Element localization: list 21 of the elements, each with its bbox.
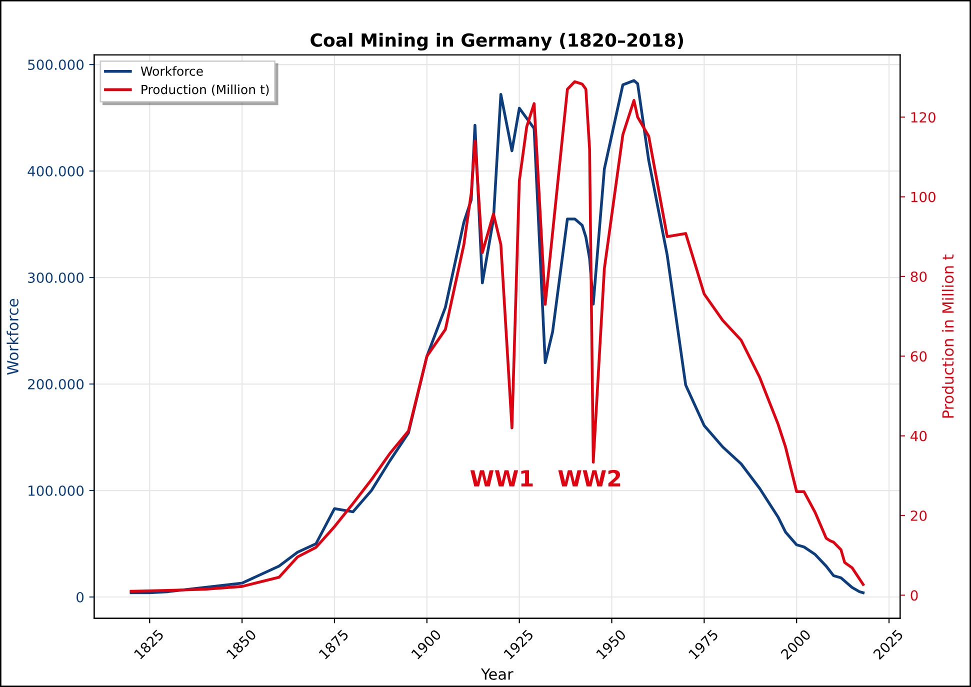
y-tick-label: 100.000 (28, 485, 84, 496)
y-tick-label: 300.000 (28, 272, 84, 283)
y2-tick-label: 60 (910, 351, 927, 362)
y2-tick-label: 40 (910, 430, 927, 442)
y2-tick-label: 20 (910, 510, 927, 521)
legend-label: Workforce (140, 66, 203, 76)
x-axis-title: Year (480, 668, 514, 680)
annotation: WW1 (470, 470, 533, 486)
y-tick-label: 0 (76, 592, 84, 602)
annotation: WW2 (558, 470, 620, 486)
y2-axis-title: Production in Million t (942, 254, 954, 418)
y-tick-label: 500.000 (28, 60, 84, 70)
legend-label: Production (Million t) (142, 84, 269, 96)
y2-tick-label: 0 (910, 590, 918, 601)
y-axis-title: Workforce (6, 298, 19, 375)
chart-title: Coal Mining in Germany (1820–2018) (310, 32, 684, 51)
y2-tick-label: 100 (911, 192, 936, 202)
y2-tick-label: 120 (911, 112, 936, 123)
y-tick-label: 200.000 (28, 378, 84, 390)
y2-tick-label: 80 (910, 271, 927, 282)
y-tick-label: 400.000 (28, 166, 84, 177)
